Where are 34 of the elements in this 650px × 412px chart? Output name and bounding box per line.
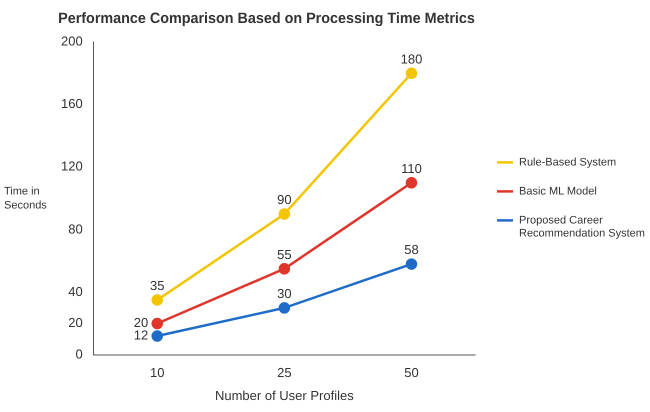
y-tick-label: 200 [60,34,83,49]
data-label: 55 [277,246,292,262]
point [278,302,290,314]
point [406,177,418,189]
data-label: 110 [401,160,422,176]
data-label: 30 [277,286,292,301]
y-tick-label: 20 [68,315,83,330]
y-tick-label: 120 [60,158,83,174]
y-tick-label: 160 [60,96,83,112]
data-label: 12 [134,328,148,343]
point [406,68,418,80]
y-axis-title: Time in Seconds [4,185,48,212]
data-label: 35 [150,278,164,294]
legend-label: Proposed Career Recommendation System [519,214,645,240]
x-tick-label: 10 [150,365,164,380]
chart-title: Performance Comparison Based on Processing Time Metrics [58,10,475,28]
legend-label: Rule-Based System [519,156,616,168]
data-label: 180 [400,51,422,66]
point [151,294,163,306]
data-label: 20 [134,315,148,330]
point [151,318,163,330]
point [151,330,163,342]
x-tick-label: 50 [404,365,419,380]
y-tick-label: 40 [68,284,83,299]
point [278,263,290,275]
data-label: 58 [404,242,419,258]
point [406,258,418,270]
y-tick-label: 0 [75,346,83,362]
y-tick-label: 80 [68,221,83,236]
legend-label: Basic ML Model [519,185,597,198]
x-tick-label: 25 [277,365,292,380]
data-label: 90 [277,192,292,208]
point [278,208,290,220]
x-axis-title: Number of User Profiles [214,388,354,403]
